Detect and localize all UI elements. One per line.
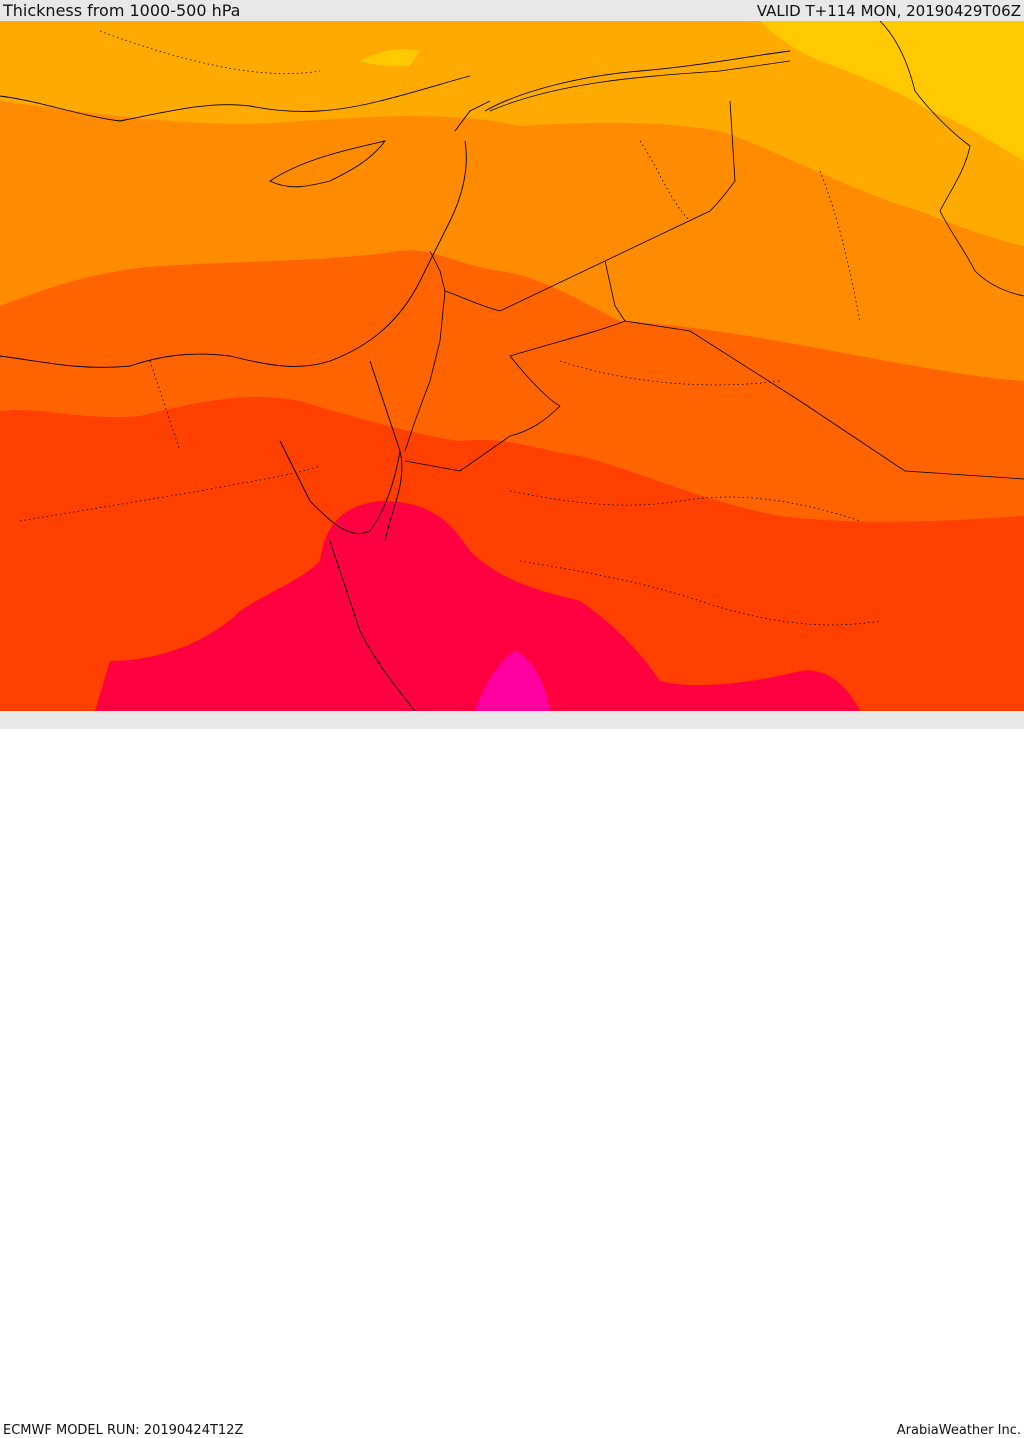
map-title: Thickness from 1000-500 hPa [3,1,241,20]
country-borders [404,21,1024,480]
footer-bar: ECMWF MODEL RUN: 20190424T12Z ArabiaWeat… [0,711,1024,1438]
province-boundaries [19,30,881,626]
band-yellow-patch [360,49,420,66]
credit-label: ArabiaWeather Inc. [896,1423,1021,1438]
thickness-map [0,21,1024,711]
header-bar: Thickness from 1000-500 hPa VALID T+114 … [0,0,1024,21]
model-run: ECMWF MODEL RUN: 20190424T12Z [3,1423,244,1438]
map-canvas [0,21,1024,711]
coastlines [0,50,791,711]
band-red [95,501,860,711]
band-magenta [475,651,550,711]
band-yellow [760,21,1024,161]
valid-time: VALID T+114 MON, 20190429T06Z [756,2,1021,20]
